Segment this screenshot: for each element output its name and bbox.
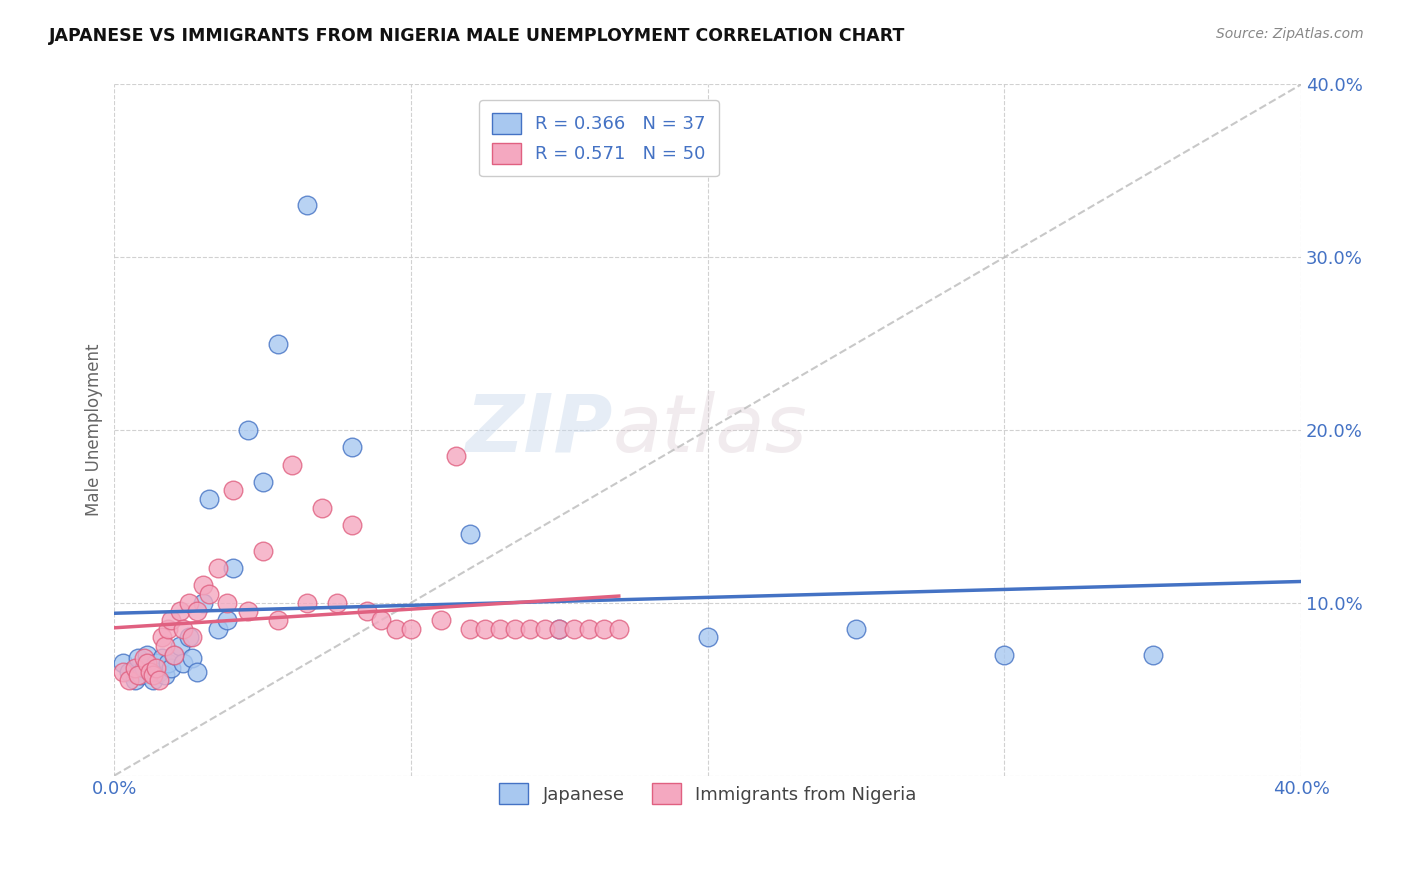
Point <box>180 630 202 644</box>
Point <box>503 622 526 636</box>
Point <box>153 639 176 653</box>
Point <box>460 622 482 636</box>
Point <box>217 613 239 627</box>
Point <box>222 483 245 498</box>
Point <box>127 668 149 682</box>
Point <box>222 561 245 575</box>
Point <box>148 673 170 688</box>
Point <box>198 587 221 601</box>
Point <box>163 648 186 662</box>
Point <box>429 613 451 627</box>
Point <box>163 648 186 662</box>
Point <box>145 661 167 675</box>
Point <box>489 622 512 636</box>
Point <box>444 449 467 463</box>
Text: ZIP: ZIP <box>465 391 613 469</box>
Point <box>132 661 155 675</box>
Point <box>124 673 146 688</box>
Point <box>124 661 146 675</box>
Point <box>159 661 181 675</box>
Point <box>172 657 194 671</box>
Text: JAPANESE VS IMMIGRANTS FROM NIGERIA MALE UNEMPLOYMENT CORRELATION CHART: JAPANESE VS IMMIGRANTS FROM NIGERIA MALE… <box>49 27 905 45</box>
Point <box>593 622 616 636</box>
Point <box>177 630 200 644</box>
Point <box>696 630 718 644</box>
Point <box>281 458 304 472</box>
Point <box>1142 648 1164 662</box>
Point <box>340 440 363 454</box>
Text: atlas: atlas <box>613 391 807 469</box>
Point <box>370 613 392 627</box>
Point <box>139 665 162 679</box>
Point <box>207 561 229 575</box>
Point <box>266 613 288 627</box>
Point <box>548 622 571 636</box>
Point <box>236 604 259 618</box>
Point <box>399 622 422 636</box>
Point <box>118 665 141 679</box>
Point <box>156 622 179 636</box>
Point <box>186 604 208 618</box>
Point <box>236 423 259 437</box>
Point <box>198 492 221 507</box>
Point <box>136 648 159 662</box>
Point <box>150 651 173 665</box>
Point <box>186 665 208 679</box>
Point <box>153 668 176 682</box>
Point <box>112 657 135 671</box>
Point <box>172 622 194 636</box>
Point <box>159 613 181 627</box>
Point <box>145 657 167 671</box>
Point <box>139 665 162 679</box>
Point <box>548 622 571 636</box>
Point <box>562 622 585 636</box>
Point <box>180 651 202 665</box>
Point <box>127 651 149 665</box>
Point <box>150 630 173 644</box>
Point <box>474 622 496 636</box>
Point <box>845 622 868 636</box>
Point <box>340 518 363 533</box>
Point <box>177 596 200 610</box>
Point <box>297 198 319 212</box>
Point <box>193 578 215 592</box>
Point <box>311 500 333 515</box>
Point <box>169 604 191 618</box>
Point <box>156 657 179 671</box>
Point <box>578 622 600 636</box>
Point <box>533 622 555 636</box>
Point <box>207 622 229 636</box>
Point <box>356 604 378 618</box>
Text: Source: ZipAtlas.com: Source: ZipAtlas.com <box>1216 27 1364 41</box>
Point <box>385 622 408 636</box>
Point <box>217 596 239 610</box>
Y-axis label: Male Unemployment: Male Unemployment <box>86 343 103 516</box>
Point <box>607 622 630 636</box>
Point <box>142 673 165 688</box>
Point <box>112 665 135 679</box>
Point <box>129 668 152 682</box>
Point <box>252 544 274 558</box>
Point <box>193 596 215 610</box>
Point <box>148 665 170 679</box>
Point <box>326 596 349 610</box>
Point <box>460 526 482 541</box>
Point <box>519 622 541 636</box>
Point <box>297 596 319 610</box>
Point <box>169 639 191 653</box>
Legend: Japanese, Immigrants from Nigeria: Japanese, Immigrants from Nigeria <box>488 772 927 815</box>
Point <box>266 336 288 351</box>
Point <box>132 651 155 665</box>
Point <box>142 668 165 682</box>
Point <box>136 657 159 671</box>
Point <box>118 673 141 688</box>
Point <box>252 475 274 489</box>
Point <box>993 648 1015 662</box>
